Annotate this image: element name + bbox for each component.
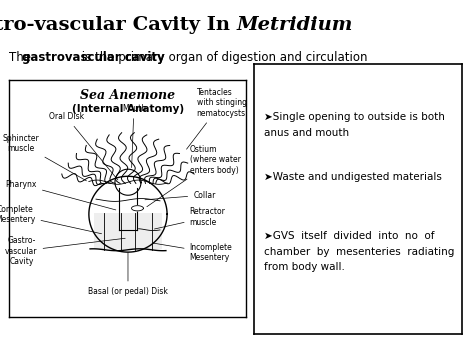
Text: Complete
Mesentery: Complete Mesentery bbox=[0, 205, 101, 234]
Text: Incomplete
Mesentery: Incomplete Mesentery bbox=[153, 243, 232, 262]
Text: gastrovascular cavity: gastrovascular cavity bbox=[22, 51, 165, 65]
Text: Mouth: Mouth bbox=[122, 104, 146, 168]
Text: is the primary organ of digestion and circulation: is the primary organ of digestion and ci… bbox=[78, 51, 368, 65]
Text: Ostium
(where water
enters body): Ostium (where water enters body) bbox=[147, 145, 240, 207]
Text: ➤Single opening to outside is both
anus and mouth: ➤Single opening to outside is both anus … bbox=[264, 113, 445, 138]
Text: Collar: Collar bbox=[145, 191, 216, 200]
Polygon shape bbox=[132, 206, 143, 211]
Text: Tentacles
with stinging
nematocysts: Tentacles with stinging nematocysts bbox=[187, 88, 246, 149]
Text: ➤GVS  itself  divided  into  no  of
chamber  by  mesenteries  radiating
from bod: ➤GVS itself divided into no of chamber b… bbox=[264, 231, 455, 272]
Text: ➤Waste and undigested materials: ➤Waste and undigested materials bbox=[264, 172, 442, 182]
Text: Pharynx: Pharynx bbox=[6, 180, 116, 210]
Text: Sea Anemone: Sea Anemone bbox=[81, 89, 175, 102]
Text: Basal (or pedal) Disk: Basal (or pedal) Disk bbox=[88, 252, 168, 296]
Text: (Internal Anatomy): (Internal Anatomy) bbox=[72, 104, 184, 114]
Text: Oral Disk: Oral Disk bbox=[49, 113, 118, 180]
Text: Sphincter
muscle: Sphincter muscle bbox=[3, 134, 86, 181]
Text: Metridium: Metridium bbox=[237, 16, 354, 34]
Polygon shape bbox=[94, 213, 162, 248]
Text: Gastro-vascular Cavity In: Gastro-vascular Cavity In bbox=[0, 16, 237, 34]
Text: The: The bbox=[9, 51, 35, 65]
Text: Retractor
muscle: Retractor muscle bbox=[155, 207, 226, 229]
Text: Gastro-
vascular
Cavity: Gastro- vascular Cavity bbox=[5, 236, 125, 266]
